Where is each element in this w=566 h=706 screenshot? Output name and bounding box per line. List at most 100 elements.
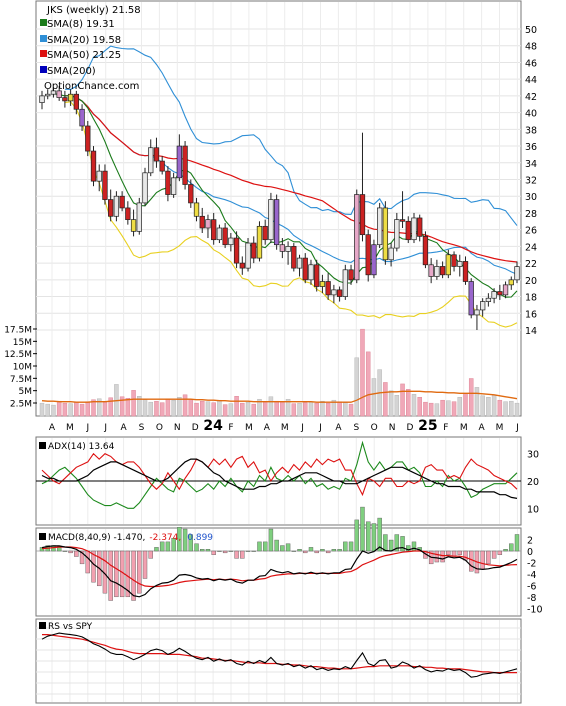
legend-sma8-swatch xyxy=(40,19,47,26)
volume-bar xyxy=(234,396,239,417)
month-label: A xyxy=(335,423,342,433)
macd-histogram-bar xyxy=(371,523,377,552)
volume-bar xyxy=(257,398,262,417)
volume-bar xyxy=(62,402,68,417)
macd-histogram-bar xyxy=(486,550,491,565)
volume-bar xyxy=(303,402,308,417)
macd-histogram-bar xyxy=(366,521,371,552)
macd-tick-label: 2 xyxy=(527,536,533,547)
volume-bar xyxy=(240,402,245,417)
volume-bar xyxy=(142,399,148,417)
candle-body xyxy=(388,247,394,261)
legend: JKS (weekly) 21.58 SMA(8) 19.31 SMA(20) … xyxy=(40,5,141,92)
volume-bar xyxy=(205,401,211,417)
volume-bar xyxy=(360,328,365,417)
macd-histogram-bar xyxy=(274,539,279,552)
volume-average-line xyxy=(41,390,518,403)
macd-label-v1: -2.374, xyxy=(149,533,181,543)
macd-histogram-bar xyxy=(285,543,291,552)
volume-bar xyxy=(463,393,468,417)
volume-bar xyxy=(308,401,314,417)
price-tick-label: 32 xyxy=(525,176,537,187)
candle-body xyxy=(233,237,240,264)
candle-body xyxy=(119,195,125,209)
macd-histogram-bar xyxy=(325,550,331,554)
volume-bar xyxy=(56,400,62,417)
candle-body xyxy=(285,246,291,252)
candle-body xyxy=(451,254,457,267)
volume-bar xyxy=(325,402,331,417)
macd-histogram-bar xyxy=(377,517,382,552)
adx-label-swatch xyxy=(39,442,46,449)
candle-body xyxy=(113,195,120,217)
volume-bar xyxy=(262,401,268,417)
macd-histogram-bar xyxy=(154,547,159,552)
candle-body xyxy=(508,279,514,286)
candle-body xyxy=(411,217,417,241)
price-tick-label: 14 xyxy=(525,326,537,337)
di-plus-line xyxy=(41,440,518,509)
volume-bar xyxy=(45,403,50,417)
price-tick-label: 18 xyxy=(525,293,537,304)
macd-histogram-bar xyxy=(205,549,211,552)
candle-body xyxy=(239,262,245,269)
volume-bar xyxy=(165,398,171,417)
volume-bar xyxy=(245,401,251,417)
macd-histogram-bar xyxy=(142,550,148,579)
legend-source: OptionChance.com xyxy=(44,81,139,92)
rs-line xyxy=(41,632,518,678)
candle-body xyxy=(462,261,469,282)
macd-tick-label: -8 xyxy=(527,593,536,604)
macd-histogram-bar xyxy=(188,534,193,552)
adx-tick-label: 20 xyxy=(527,477,539,488)
volume-bar xyxy=(137,396,142,417)
macd-histogram-bar xyxy=(491,550,497,559)
candle-body xyxy=(85,125,91,152)
candle-body xyxy=(268,199,274,241)
macd-histogram-bar xyxy=(240,550,245,559)
year-label: 24 xyxy=(203,418,223,434)
candle-body xyxy=(377,207,383,246)
candle-body xyxy=(359,194,366,236)
macd-histogram-bar xyxy=(251,550,256,552)
candle-body xyxy=(331,289,337,296)
macd-histogram-bar xyxy=(509,543,514,552)
macd-signal-line xyxy=(41,546,518,588)
volume-bar xyxy=(320,400,325,417)
volume-bar xyxy=(177,397,182,417)
macd-histogram-bar xyxy=(383,534,388,552)
macd-tick-label: -2 xyxy=(527,558,536,569)
month-label: S xyxy=(139,423,145,433)
price-tick-label: 22 xyxy=(525,259,537,270)
candle-body xyxy=(428,264,434,277)
volume-bar xyxy=(85,401,91,417)
volume-bar xyxy=(451,401,457,417)
candle-body xyxy=(193,202,200,217)
volume-tick-label: 7.5M xyxy=(10,375,32,385)
macd-histogram-bar xyxy=(257,541,262,552)
price-tick-label: 16 xyxy=(525,309,537,320)
candle-body xyxy=(434,266,440,277)
volume-tick-label: 12.5M xyxy=(4,350,32,360)
price-tick-label: 20 xyxy=(525,276,537,287)
adx-line xyxy=(41,458,518,499)
candle-body xyxy=(39,95,45,103)
volume-bar xyxy=(388,390,394,417)
macd-label-main: MACD(8,40,9) -1.470, xyxy=(48,533,145,543)
volume-bar xyxy=(268,396,274,417)
macd-histogram-bar xyxy=(360,506,365,552)
volume-bar xyxy=(154,400,159,417)
macd-histogram-bar xyxy=(514,534,520,552)
bollinger-lower-band xyxy=(64,101,518,328)
volume-bar xyxy=(514,402,520,417)
macd-line xyxy=(41,545,518,598)
macd-tick-label: -6 xyxy=(527,581,536,592)
candle-body xyxy=(67,93,74,102)
macd-label-v2: 0.899 xyxy=(187,533,213,543)
candle-body xyxy=(474,309,480,316)
volume-bar xyxy=(199,400,205,417)
volume-bar xyxy=(228,403,234,417)
macd-histogram-bar xyxy=(91,550,96,583)
macd-histogram-bar xyxy=(354,519,359,552)
